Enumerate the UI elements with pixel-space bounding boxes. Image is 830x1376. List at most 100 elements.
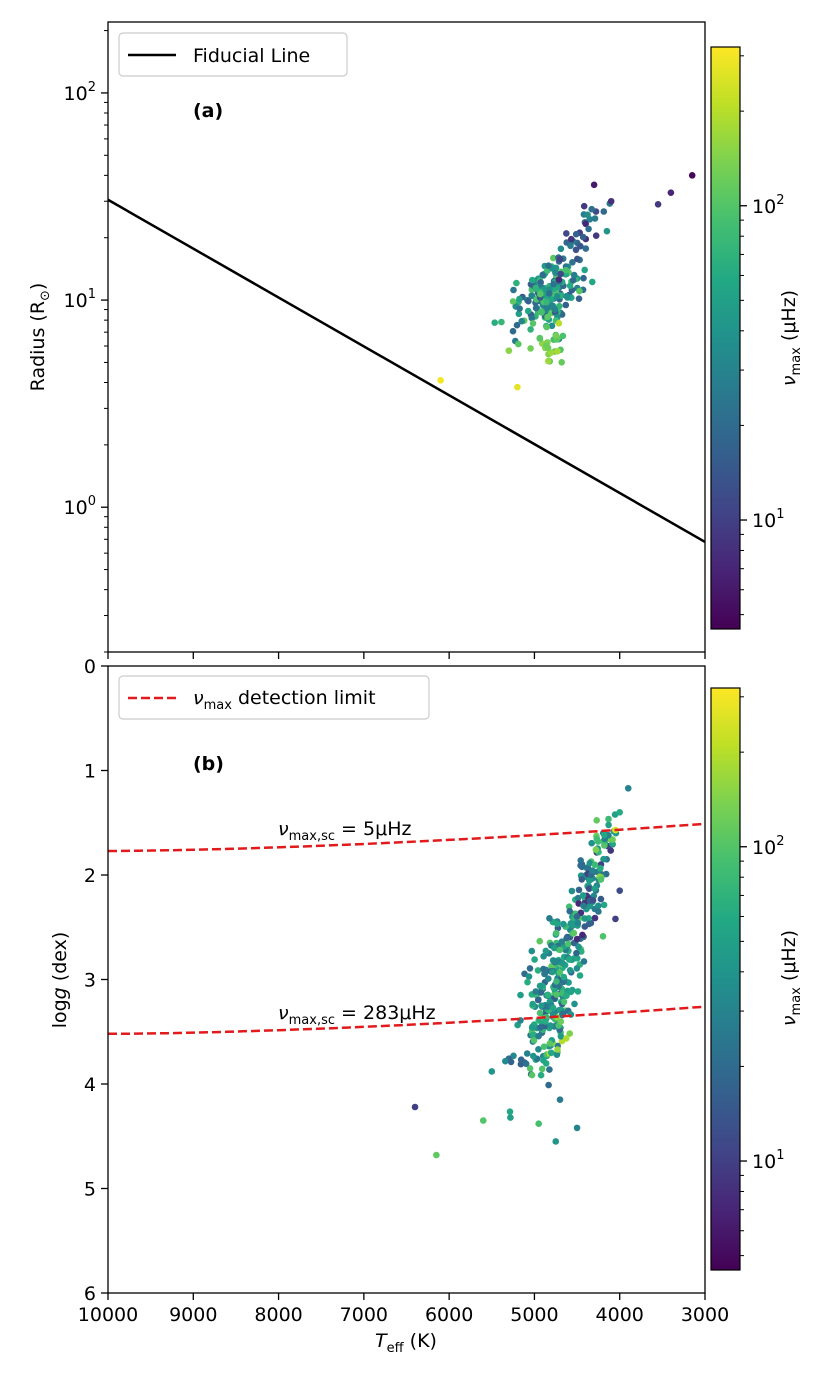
scatter-point <box>559 959 566 967</box>
scatter-point <box>577 857 584 864</box>
scatter-point <box>597 876 605 883</box>
scatter-point <box>532 988 539 995</box>
panel-b-colorbar-label-unit: (μHz) <box>778 930 800 987</box>
detection-limit-line-0 <box>108 822 705 853</box>
scatter-point <box>507 1058 515 1066</box>
scatter-point <box>529 320 537 327</box>
scatter-point <box>528 314 536 322</box>
colorbar-tick-label: 102 <box>752 834 784 859</box>
panel-b-y-axis-label-italic: g <box>49 987 71 999</box>
panel-b-legend-label-text: detection limit <box>238 687 376 709</box>
x-tick-label: 7000 <box>340 1304 388 1326</box>
scatter-point <box>603 227 611 235</box>
scatter-point <box>488 1068 496 1075</box>
scatter-point <box>539 271 546 279</box>
scatter-point <box>538 1065 546 1073</box>
scatter-point <box>579 233 587 241</box>
scatter-point <box>545 262 552 270</box>
scatter-point <box>557 1018 565 1025</box>
scatter-point <box>550 280 557 288</box>
scatter-point <box>593 835 601 842</box>
scatter-point <box>545 975 552 982</box>
scatter-point <box>516 305 523 312</box>
scatter-point <box>567 988 575 996</box>
scatter-point <box>560 978 567 986</box>
scatter-point <box>548 322 556 330</box>
scatter-point <box>543 298 550 306</box>
scatter-point <box>568 887 576 895</box>
scatter-point <box>574 988 582 995</box>
scatter-point <box>547 349 555 356</box>
scatter-point <box>505 347 513 354</box>
panel-a-colorbar-label: νmax (μHz) <box>778 290 804 386</box>
scatter-point <box>586 877 593 884</box>
scatter-point <box>502 1057 509 1065</box>
panel-a-x-ticks <box>107 652 706 659</box>
scatter-point <box>555 320 563 327</box>
scatter-point <box>599 933 607 940</box>
scatter-point <box>580 902 587 910</box>
scatter-point <box>575 295 583 303</box>
detection-limit-label-high-value: = 283μHz <box>335 1002 436 1024</box>
scatter-point <box>578 863 586 871</box>
x-tick-label: 6000 <box>425 1304 473 1326</box>
scatter-point <box>557 245 565 253</box>
panel-a-colorbar-ticks: 101 102 <box>740 55 784 616</box>
scatter-point <box>581 923 589 930</box>
panel-b-x-ticks: 10000 9000 8000 7000 6000 5000 4000 3000 <box>78 1293 729 1326</box>
scatter-point <box>556 946 564 954</box>
scatter-point <box>552 332 560 339</box>
scatter-point <box>585 225 592 233</box>
scatter-point <box>553 929 560 937</box>
panel-b-colorbar-label: νmax (μHz) <box>778 930 804 1026</box>
scatter-point <box>566 282 574 290</box>
scatter-point <box>541 970 549 977</box>
scatter-point <box>528 1071 536 1079</box>
scatter-point <box>563 935 570 942</box>
scatter-point <box>588 839 595 847</box>
scatter-point <box>524 307 532 315</box>
scatter-point <box>527 345 534 352</box>
panel-a-colorbar-gradient <box>710 46 741 630</box>
scatter-point <box>574 955 581 962</box>
panel-a-colorbar-label-sub: max <box>789 347 804 376</box>
scatter-point <box>580 274 587 282</box>
scatter-point <box>528 292 536 300</box>
scatter-point <box>529 276 536 284</box>
scatter-point <box>667 189 675 196</box>
detection-limit-label-high: νmax,sc = 283μHz <box>278 1002 436 1028</box>
scatter-point <box>565 940 572 948</box>
scatter-point <box>536 1009 544 1017</box>
scatter-point <box>562 266 570 274</box>
panel-a-y-axis-label-main: Radius (R <box>27 301 49 391</box>
scatter-point <box>576 287 583 295</box>
scatter-point <box>553 1051 561 1058</box>
scatter-point <box>600 831 608 839</box>
scatter-point <box>507 1114 514 1121</box>
scatter-point <box>516 295 523 303</box>
scatter-point <box>537 989 545 996</box>
scatter-point <box>593 817 600 824</box>
scatter-point <box>573 949 580 957</box>
scatter-point <box>575 886 583 894</box>
x-tick-label: 8000 <box>254 1304 302 1326</box>
scatter-point <box>558 938 566 945</box>
scatter-point <box>563 992 570 999</box>
scatter-point <box>576 972 584 979</box>
scatter-point <box>491 319 499 327</box>
scatter-point <box>580 202 588 210</box>
scatter-point <box>574 894 582 902</box>
scatter-point <box>544 313 551 321</box>
detection-limit-label-low-sub: max,sc <box>289 829 335 844</box>
panel-b-legend-label: νmax detection limit <box>193 687 376 713</box>
scatter-point <box>597 895 605 903</box>
y-tick-label: 100 <box>64 494 96 519</box>
scatter-point <box>506 1108 514 1115</box>
scatter-point <box>540 953 547 960</box>
scatter-point <box>537 1071 545 1079</box>
scatter-point <box>535 1120 542 1128</box>
panel-a-y-axis-label: Radius (R⊙) <box>27 283 53 392</box>
detection-limit-line-1 <box>108 1005 705 1036</box>
scatter-point <box>554 1046 561 1053</box>
panel-a-scatter-points <box>437 172 696 391</box>
